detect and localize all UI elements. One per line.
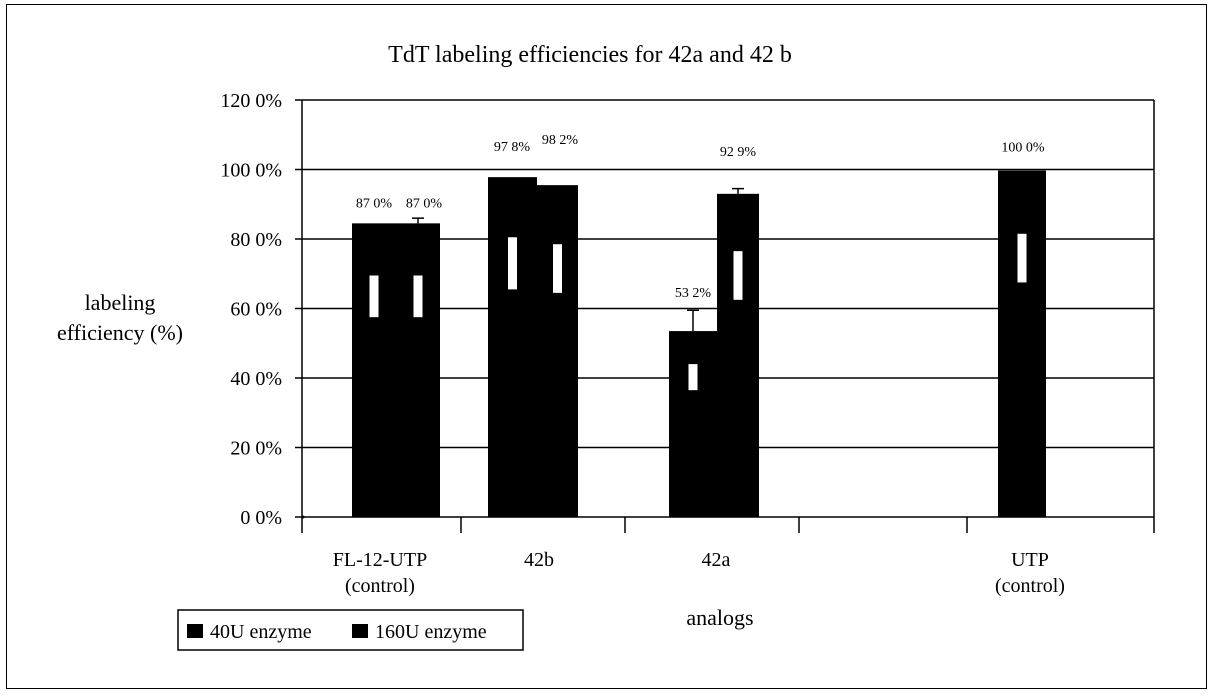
chart-canvas: TdT labeling efficiencies for 42a and 42… [0,0,1217,697]
bar-mark [414,275,423,317]
origin-dot [302,516,305,519]
x-axis-label: analogs [686,605,753,630]
data-label: 100 0% [1001,141,1045,156]
legend: 40U enzyme 160U enzyme [178,610,523,650]
y-tick-label: 100 0% [220,160,282,182]
category-label: FL-12-UTP [333,549,427,571]
y-tick-label: 120 0% [220,90,282,112]
category-label: UTP [1011,549,1049,571]
bar-160u-cat-0 [396,223,440,517]
bar-40u-cat-0 [352,223,396,517]
category-label: 42b [524,549,554,571]
category-label: (control) [995,575,1065,597]
bar-mark [553,244,562,293]
y-tick-label: 20 0% [230,438,282,460]
category-label: (control) [345,575,415,597]
bar-mark [370,275,379,317]
y-tick-label: 80 0% [230,229,282,251]
legend-swatch-160u [352,624,368,638]
y-axis-label-line-1: labeling [85,290,156,315]
bar-40u-cat-2 [669,331,717,517]
y-tick-label: 60 0% [230,299,282,321]
y-tick-label: 0 0% [240,507,282,529]
bar-160u-cat-2 [717,194,759,517]
data-label: 92 9% [720,145,757,160]
bar-160u-cat-3 [998,171,1046,517]
legend-label-160u: 160U enzyme [375,621,487,643]
data-label: 87 0% [356,196,393,211]
chart-title: TdT labeling efficiencies for 42a and 42… [388,42,792,68]
data-label: 87 0% [406,196,443,211]
legend-swatch-40u [187,624,203,638]
data-label: 97 8% [494,140,531,155]
category-label: 42a [702,549,731,571]
bar-40u-cat-1 [488,177,537,517]
plot-area: 0 0% 20 0% 40 0% 60 0% 80 0% 100 0% 120 0% 87 0… [220,90,1154,597]
bar-mark [734,251,743,300]
bar-mark [689,364,698,390]
data-label: 98 2% [542,133,579,148]
bar-mark [1018,234,1027,283]
bar-mark [508,237,517,289]
legend-label-40u: 40U enzyme [210,621,312,643]
bar-160u-cat-1 [537,185,578,517]
y-axis-label-line-2: efficiency (%) [57,320,183,345]
data-label: 53 2% [675,286,712,301]
y-tick-label: 40 0% [230,368,282,390]
